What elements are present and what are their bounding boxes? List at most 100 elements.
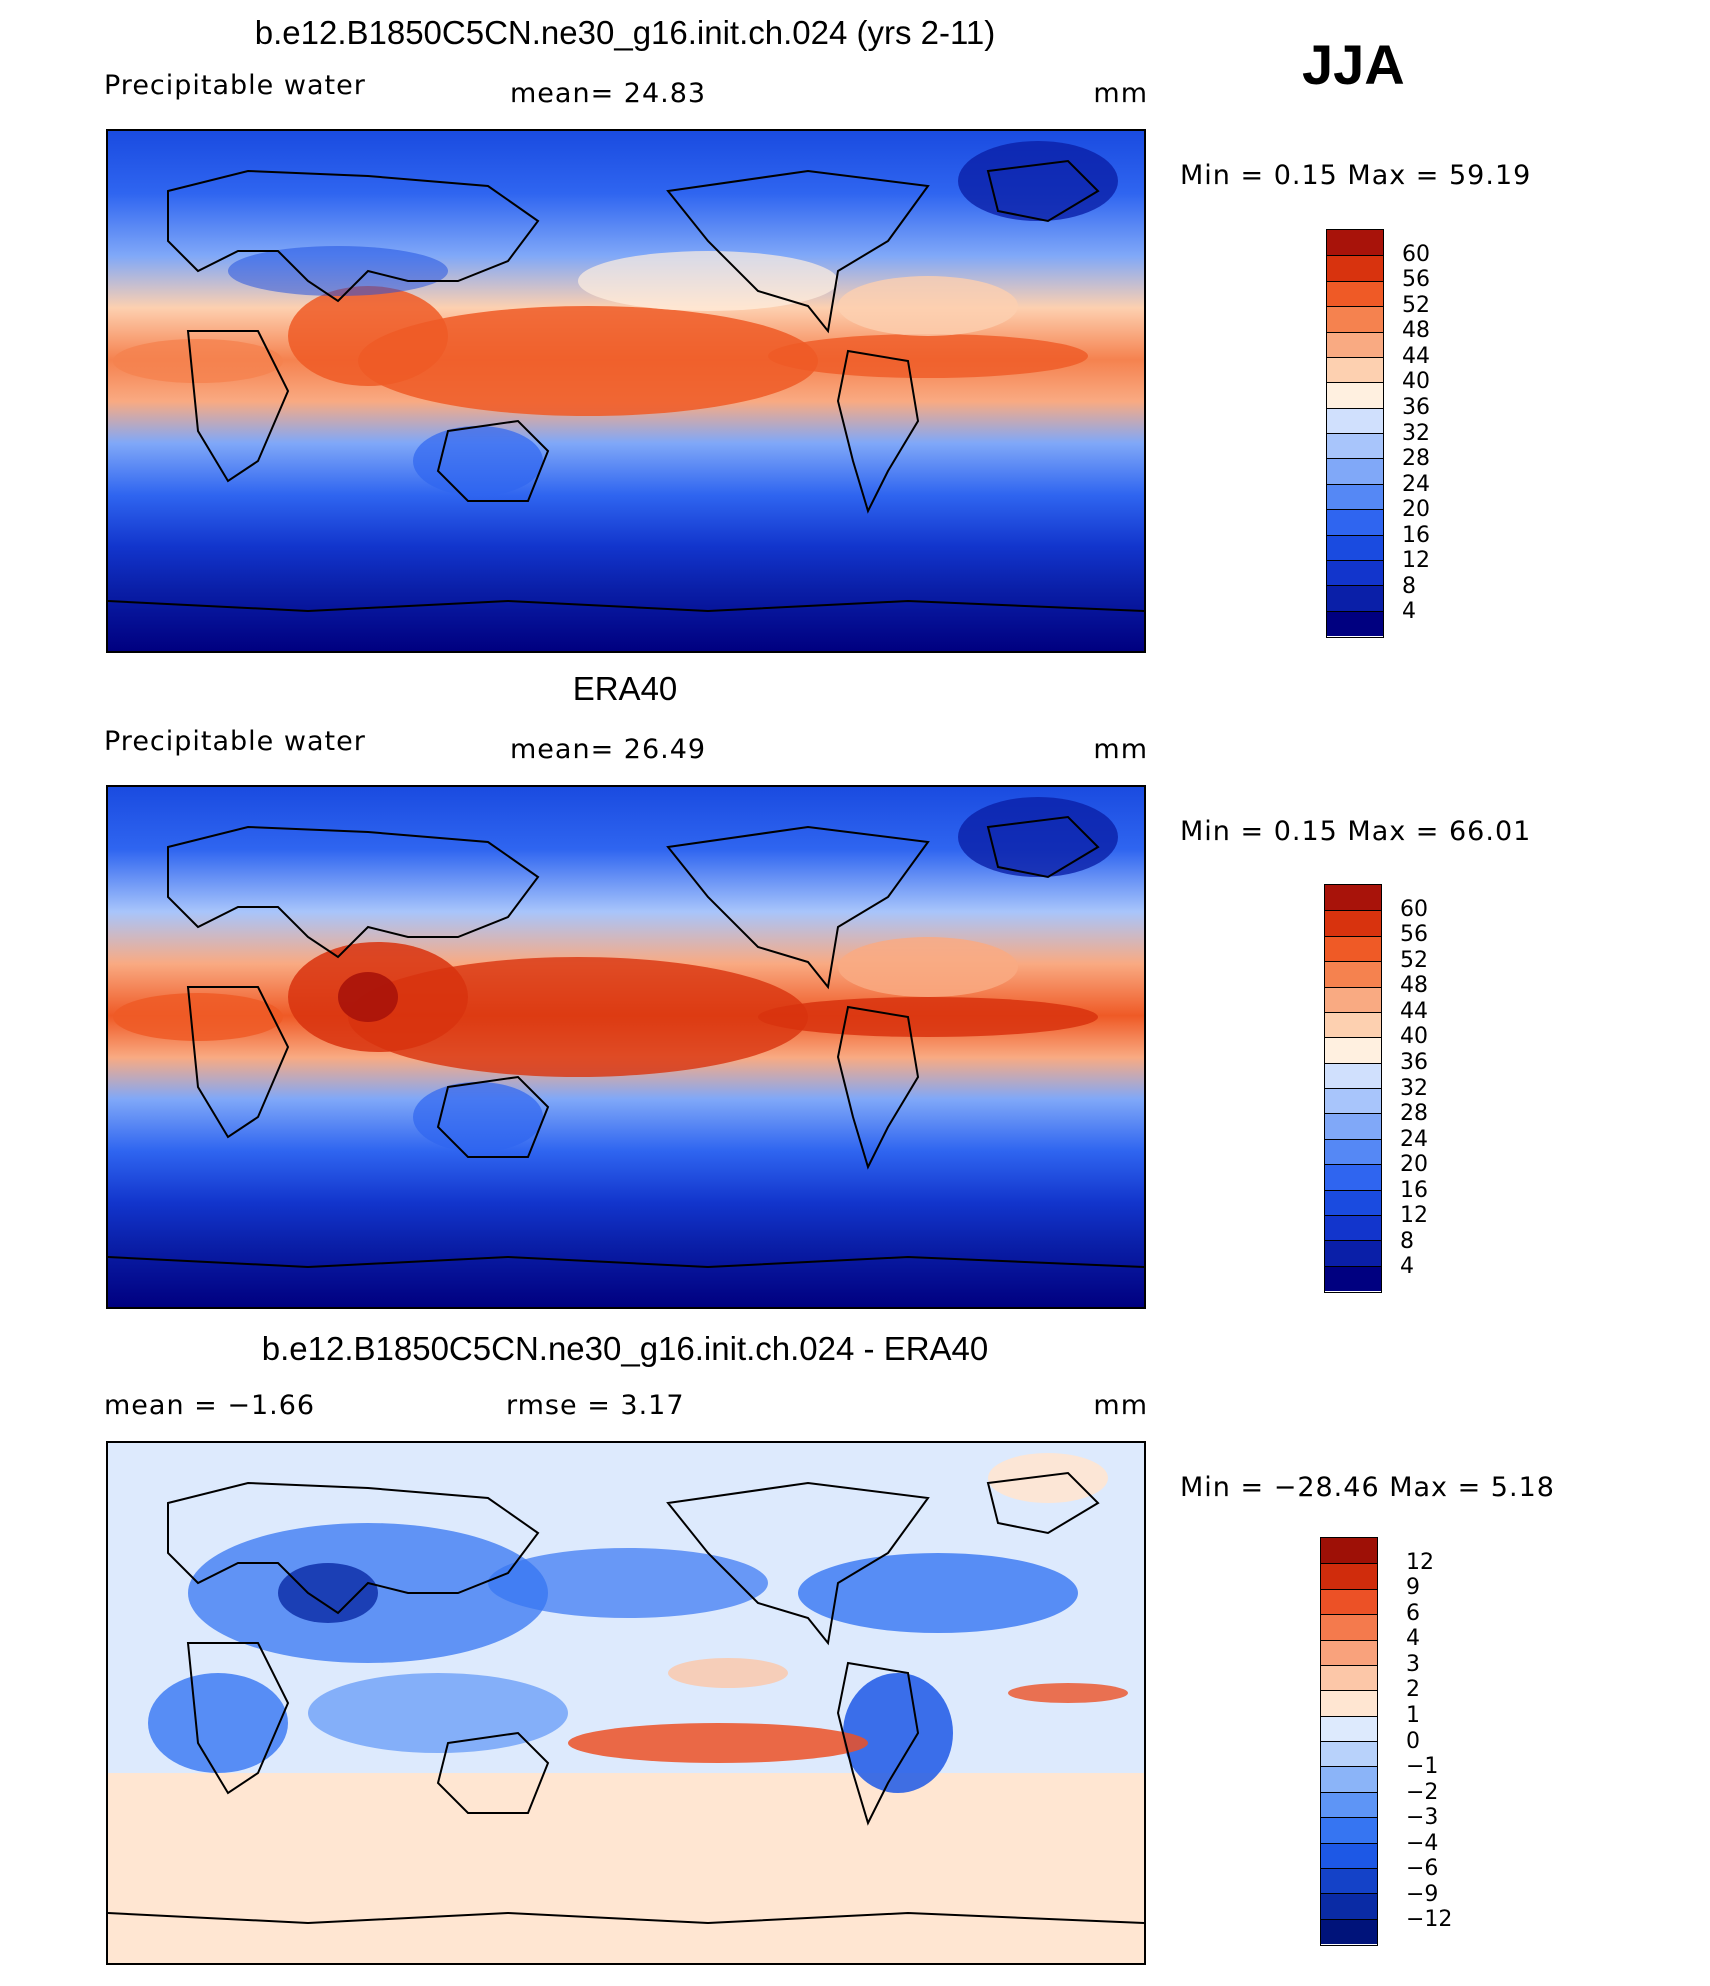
panel-2-map [106, 785, 1146, 1309]
colorbar-swatch [1321, 1918, 1377, 1944]
panel-1-map [106, 129, 1146, 653]
panel-2-minmax: Min = 0.15 Max = 66.01 [1180, 816, 1532, 847]
panel-1-colorbar [1326, 229, 1384, 638]
colorbar-tick-label: 52 [1402, 292, 1430, 318]
colorbar-swatch [1321, 1766, 1377, 1792]
colorbar-tick-label: −12 [1406, 1907, 1453, 1933]
colorbar-swatch [1327, 280, 1383, 307]
colorbar-swatch [1327, 356, 1383, 383]
colorbar-swatch [1321, 1715, 1377, 1741]
colorbar-swatch [1327, 534, 1383, 560]
colorbar-tick-label: 40 [1402, 369, 1430, 395]
panel-1-title: b.e12.B1850C5CN.ne30_g16.init.ch.024 (yr… [254, 14, 996, 51]
colorbar-tick-label: 16 [1402, 522, 1430, 548]
colorbar-tick-label: 52 [1400, 947, 1428, 973]
colorbar-swatch [1327, 255, 1383, 281]
colorbar-tick-label: 4 [1406, 1626, 1420, 1652]
panel-3-title: b.e12.B1850C5CN.ne30_g16.init.ch.024 - E… [261, 1330, 989, 1367]
colorbar-swatch [1325, 1265, 1381, 1291]
colorbar-tick-label: 12 [1400, 1203, 1428, 1229]
colorbar-swatch [1325, 961, 1381, 987]
colorbar-swatch [1327, 230, 1383, 256]
panel-3-units-label: mm [1093, 1390, 1148, 1421]
colorbar-tick-label: 56 [1402, 267, 1430, 293]
colorbar-swatch [1321, 1842, 1377, 1868]
colorbar-swatch [1321, 1538, 1377, 1564]
colorbar-swatch [1325, 1037, 1381, 1063]
colorbar-tick-label: 24 [1402, 471, 1430, 497]
colorbar-tick-label: 3 [1406, 1651, 1420, 1677]
colorbar-tick-label: −4 [1406, 1830, 1439, 1856]
colorbar-tick-label: 4 [1400, 1254, 1414, 1280]
colorbar-swatch [1327, 382, 1383, 408]
colorbar-swatch [1325, 1240, 1381, 1266]
colorbar-swatch [1321, 1664, 1377, 1691]
colorbar-tick-label: 9 [1406, 1575, 1420, 1601]
colorbar-tick-label: 8 [1400, 1228, 1414, 1254]
panel-1-variable-label: Precipitable water [104, 70, 366, 101]
colorbar-tick-label: 48 [1400, 973, 1428, 999]
colorbar-tick-label: 16 [1400, 1177, 1428, 1203]
panel-1-mean-label: mean= 24.83 [510, 78, 707, 109]
colorbar-tick-label: 32 [1400, 1075, 1428, 1101]
colorbar-swatch [1325, 1011, 1381, 1038]
colorbar-tick-label: 56 [1400, 922, 1428, 948]
colorbar-tick-label: 12 [1406, 1549, 1434, 1575]
colorbar-tick-label: 20 [1402, 497, 1430, 523]
colorbar-tick-label: 44 [1400, 998, 1428, 1024]
colorbar-swatch [1321, 1893, 1377, 1919]
colorbar-tick-label: 36 [1402, 394, 1430, 420]
colorbar-swatch [1321, 1690, 1377, 1716]
colorbar-tick-label: −6 [1406, 1856, 1439, 1882]
colorbar-tick-label: −9 [1406, 1881, 1439, 1907]
colorbar-swatch [1327, 483, 1383, 510]
colorbar-swatch [1325, 1164, 1381, 1190]
panel-3-mean-label: mean = −1.66 [104, 1390, 316, 1421]
panel-2-units-label: mm [1093, 734, 1148, 765]
colorbar-swatch [1327, 407, 1383, 433]
colorbar-tick-label: 32 [1402, 420, 1430, 446]
colorbar-tick-label: 28 [1402, 446, 1430, 472]
colorbar-tick-label: 20 [1400, 1152, 1428, 1178]
colorbar-swatch [1327, 458, 1383, 484]
colorbar-swatch [1325, 1062, 1381, 1088]
colorbar-tick-label: 2 [1406, 1677, 1420, 1703]
colorbar-swatch [1325, 910, 1381, 936]
colorbar-tick-label: 0 [1406, 1728, 1420, 1754]
colorbar-tick-label: 6 [1406, 1600, 1420, 1626]
colorbar-swatch [1321, 1614, 1377, 1640]
colorbar-tick-label: 40 [1400, 1024, 1428, 1050]
panel-3-minmax: Min = −28.46 Max = 5.18 [1180, 1472, 1555, 1503]
colorbar-swatch [1327, 509, 1383, 535]
panel-2-variable-label: Precipitable water [104, 726, 366, 757]
colorbar-swatch [1321, 1791, 1377, 1818]
colorbar-tick-label: 36 [1400, 1049, 1428, 1075]
colorbar-swatch [1321, 1741, 1377, 1767]
colorbar-swatch [1321, 1867, 1377, 1894]
panel-1-units-label: mm [1093, 78, 1148, 109]
colorbar-tick-label: −1 [1406, 1754, 1439, 1780]
colorbar-swatch [1327, 433, 1383, 459]
colorbar-swatch [1327, 585, 1383, 611]
colorbar-tick-label: 44 [1402, 343, 1430, 369]
colorbar-tick-label: 1 [1406, 1702, 1420, 1728]
colorbar-swatch [1327, 306, 1383, 332]
colorbar-swatch [1321, 1817, 1377, 1843]
colorbar-swatch [1321, 1588, 1377, 1615]
colorbar-swatch [1327, 610, 1383, 636]
colorbar-swatch [1325, 1113, 1381, 1139]
colorbar-tick-label: 4 [1402, 599, 1416, 625]
colorbar-swatch [1325, 986, 1381, 1012]
panel-2-colorbar [1324, 884, 1382, 1293]
season-label: JJA [1302, 33, 1405, 96]
panel-3-rmse-label: rmse = 3.17 [506, 1390, 685, 1421]
colorbar-tick-label: 12 [1402, 548, 1430, 574]
panel-1-map-canvas [108, 131, 1144, 651]
colorbar-tick-label: 24 [1400, 1126, 1428, 1152]
colorbar-swatch [1327, 559, 1383, 586]
colorbar-tick-label: 48 [1402, 318, 1430, 344]
colorbar-swatch [1325, 885, 1381, 911]
panel-3-colorbar [1320, 1537, 1378, 1946]
panel-2-title: ERA40 [572, 670, 678, 707]
panel-2-mean-label: mean= 26.49 [510, 734, 707, 765]
